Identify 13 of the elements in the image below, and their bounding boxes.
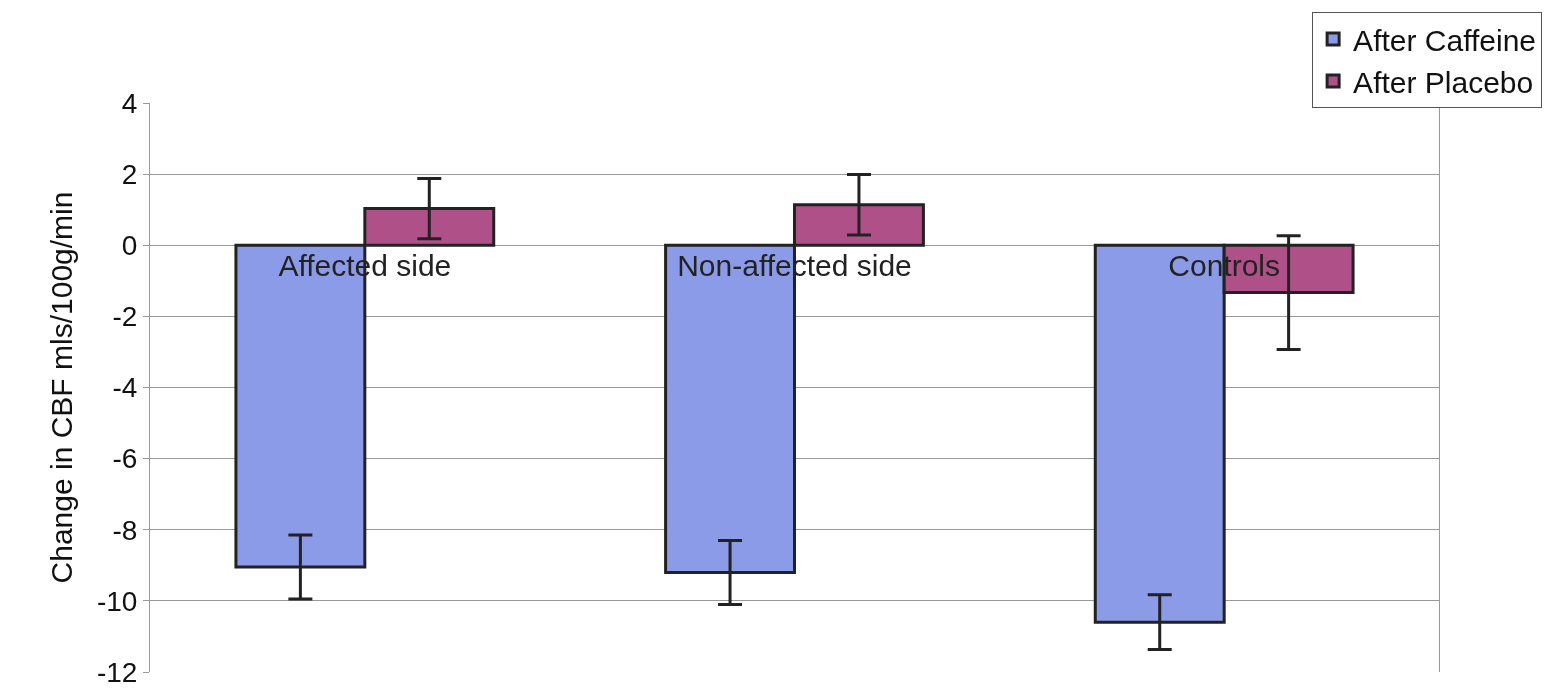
y-tick-label: -8	[112, 514, 138, 546]
legend-label: After Caffeine	[1353, 23, 1537, 57]
y-tick-label: 0	[121, 230, 138, 262]
y-tick-label: -10	[96, 585, 138, 617]
y-tick-label: 4	[121, 87, 138, 119]
y-tick-label: -6	[112, 443, 138, 475]
y-axis-title: Change in CBF mls/100g/min	[44, 191, 78, 584]
legend-label: After Placebo	[1353, 65, 1534, 99]
y-tick-label: -4	[112, 372, 138, 404]
x-tick-label: Controls	[1168, 249, 1281, 283]
y-tick-label: 2	[121, 158, 138, 190]
y-tick-label: -12	[96, 656, 138, 688]
y-tick-label: -2	[112, 301, 138, 333]
